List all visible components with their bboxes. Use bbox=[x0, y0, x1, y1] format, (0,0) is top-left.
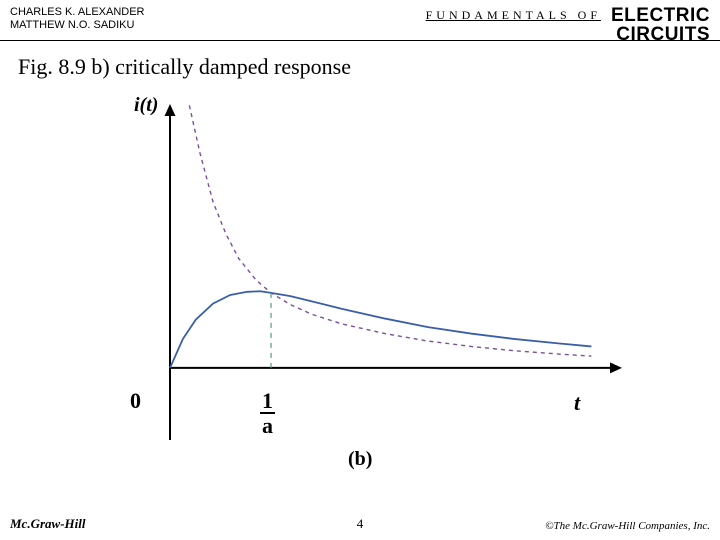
peak-x-numerator: 1 bbox=[260, 390, 275, 414]
chart-svg bbox=[80, 90, 640, 470]
figure-caption: Fig. 8.9 b) critically damped response bbox=[18, 54, 351, 80]
page: CHARLES K. ALEXANDER MATTHEW N.O. SADIKU… bbox=[0, 0, 720, 540]
origin-label: 0 bbox=[130, 388, 141, 414]
y-axis-label: i(t) bbox=[134, 94, 158, 117]
header-rule bbox=[0, 40, 720, 41]
fundamentals-of: FUNDAMENTALS OF bbox=[426, 8, 601, 23]
header: CHARLES K. ALEXANDER MATTHEW N.O. SADIKU… bbox=[0, 0, 720, 40]
x-axis-label: t bbox=[574, 390, 580, 416]
author-line-1: CHARLES K. ALEXANDER bbox=[10, 6, 145, 19]
subfigure-label: (b) bbox=[348, 448, 372, 471]
book-title-line1: ELECTRIC bbox=[611, 5, 710, 26]
authors: CHARLES K. ALEXANDER MATTHEW N.O. SADIKU bbox=[10, 6, 145, 32]
peak-x-denominator: a bbox=[260, 414, 275, 438]
peak-x-label: 1 a bbox=[260, 390, 275, 438]
book-title-line2: CIRCUITS bbox=[616, 24, 710, 45]
footer-publisher: Mc.Graw-Hill bbox=[10, 516, 85, 532]
chart: i(t) 0 t 1 a (b) bbox=[80, 90, 640, 470]
author-line-2: MATTHEW N.O. SADIKU bbox=[10, 19, 145, 32]
book-title: ELECTRIC CIRCUITS bbox=[611, 6, 710, 44]
page-number: 4 bbox=[357, 516, 364, 532]
footer-copyright: ©The Mc.Graw-Hill Companies, Inc. bbox=[545, 520, 710, 532]
footer: Mc.Graw-Hill 4 ©The Mc.Graw-Hill Compani… bbox=[0, 512, 720, 532]
